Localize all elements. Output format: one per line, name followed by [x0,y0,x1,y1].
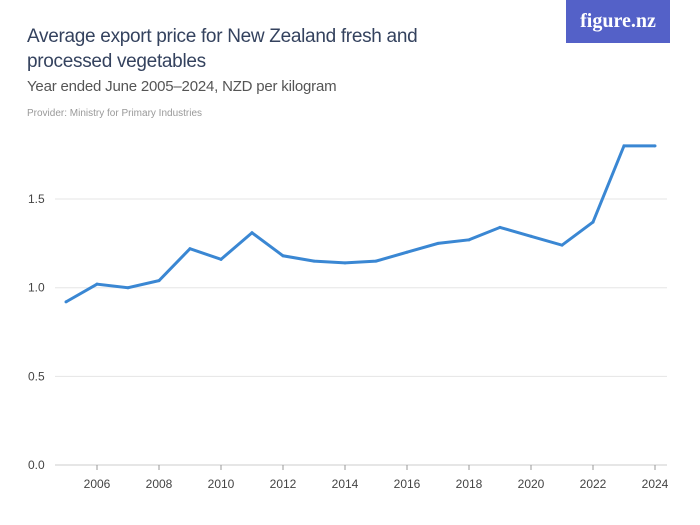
data-point-2014 [343,261,347,265]
data-point-2016 [405,250,409,254]
x-tick-label: 2010 [208,477,235,491]
data-point-2020 [529,234,533,238]
x-tick-label: 2024 [642,477,669,491]
x-tick-label: 2006 [84,477,111,491]
data-point-2015 [374,259,378,263]
x-tick-label: 2012 [270,477,297,491]
data-point-2024 [653,144,657,148]
data-point-2022 [591,220,595,224]
data-point-2012 [281,254,285,258]
series-line [65,144,655,304]
y-tick-label: 0.0 [28,458,45,472]
x-tick-label: 2018 [456,477,483,491]
data-point-2006 [95,282,99,286]
x-tick-label: 2020 [518,477,545,491]
x-tick-label: 2022 [580,477,607,491]
data-point-2021 [560,243,564,247]
y-tick-label: 0.5 [28,369,45,383]
data-point-2019 [498,225,502,229]
data-point-2008 [157,279,161,283]
x-tick-label: 2014 [332,477,359,491]
chart-title: Average export price for New Zealand fre… [27,26,418,72]
data-point-2007 [126,286,130,290]
x-tick-label: 2008 [146,477,173,491]
data-point-2013 [312,259,316,263]
data-point-2010 [219,257,223,261]
data-point-2011 [250,231,254,235]
figure-nz-logo[interactable]: figure.nz [566,0,670,43]
x-tick-label: 2016 [394,477,421,491]
y-tick-label: 1.5 [28,192,45,206]
data-point-2023 [622,144,626,148]
provider-label: Provider: Ministry for Primary Industrie… [27,108,203,119]
data-point-2005 [64,300,68,304]
y-tick-label: 1.0 [28,281,45,295]
chart-subtitle: Year ended June 2005–2024, NZD per kilog… [27,78,337,95]
data-point-2018 [467,238,471,242]
data-point-2009 [188,247,192,251]
data-point-2017 [436,241,440,245]
